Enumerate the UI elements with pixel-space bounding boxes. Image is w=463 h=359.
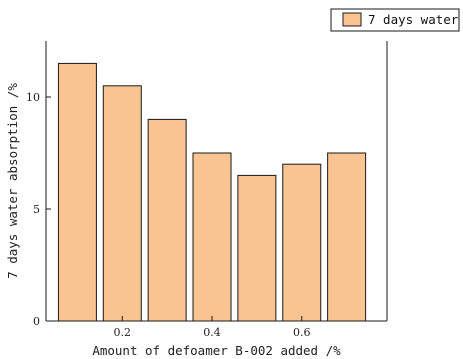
legend: 7 days water bbox=[330, 8, 460, 32]
legend-swatch bbox=[342, 12, 362, 27]
x-tick-label: 0.6 bbox=[293, 326, 311, 339]
y-axis-label: 7 days water absorption /% bbox=[5, 83, 20, 279]
bar-1 bbox=[57, 62, 97, 322]
bar-3 bbox=[147, 118, 187, 322]
bars-group bbox=[57, 62, 367, 322]
bar-6 bbox=[282, 163, 322, 322]
legend-frame bbox=[330, 8, 460, 32]
y-tick-label: 0 bbox=[33, 315, 40, 328]
y-tick-label: 5 bbox=[33, 203, 40, 216]
x-tick-label: 0.4 bbox=[203, 326, 221, 339]
bar-2 bbox=[102, 85, 142, 322]
x-axis-label: Amount of defoamer B-002 added /% bbox=[92, 343, 341, 358]
legend-label: 7 days water bbox=[368, 12, 459, 27]
bar-7 bbox=[327, 152, 367, 322]
axes-group: 0 5 10 0.2 0.4 0.6 bbox=[26, 41, 388, 339]
bar-5 bbox=[237, 174, 277, 322]
bar-4 bbox=[192, 152, 232, 322]
x-tick-label: 0.2 bbox=[114, 326, 132, 339]
y-tick-label: 10 bbox=[26, 91, 40, 104]
